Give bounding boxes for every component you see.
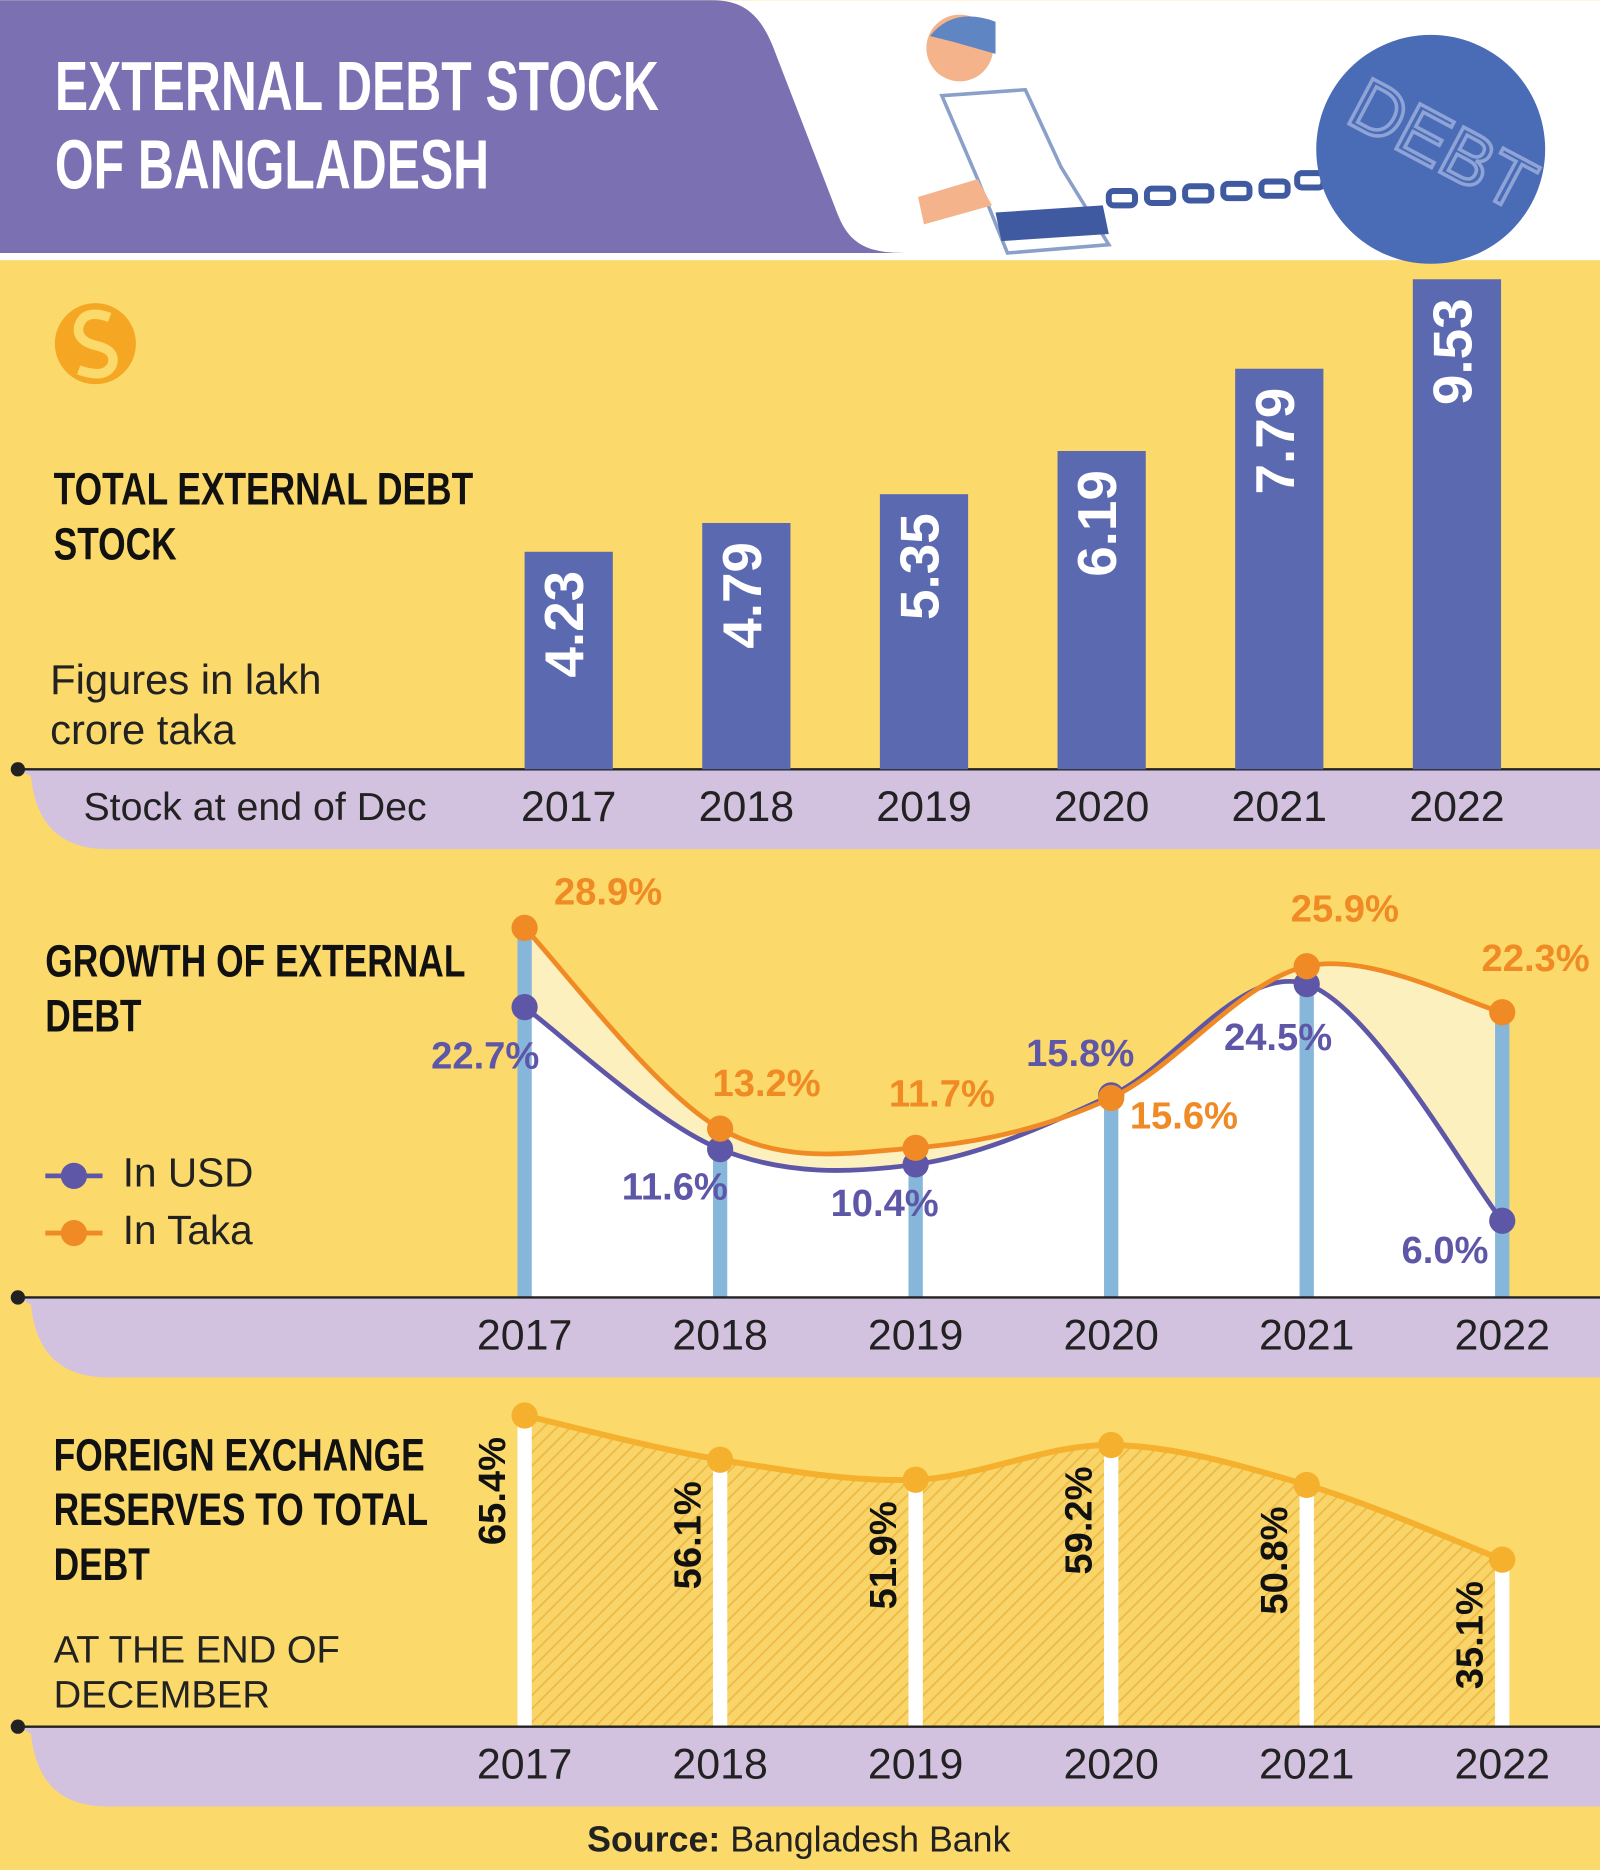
axis-dot: [10, 1719, 26, 1734]
chart-subtitle-box: AT THE END OF DECEMBER: [53, 1627, 340, 1716]
bar-label: 6.19: [1066, 470, 1128, 577]
title-box: EXTERNAL DEBT STOCK OF BANGLADESH: [54, 47, 659, 205]
axis-dot: [10, 1290, 26, 1305]
x-tick-label: 2017: [521, 783, 616, 831]
page-title: EXTERNAL DEBT STOCK OF BANGLADESH: [54, 47, 659, 205]
x-tick-label: 2018: [672, 1311, 767, 1359]
x-tick-label: 2020: [1063, 1311, 1158, 1359]
bar-label: 4.23: [533, 571, 595, 678]
point: [511, 914, 538, 941]
logo: [54, 303, 136, 385]
x-tick-label: 2022: [1455, 1311, 1550, 1359]
point: [511, 994, 538, 1021]
x-tick-label: 2019: [876, 783, 971, 831]
axis-band: [17, 1726, 1600, 1807]
legend-label: In USD: [123, 1150, 254, 1196]
chart-subtitle: AT THE END OF DECEMBER: [53, 1627, 340, 1716]
chart-title-box: GROWTH OF EXTERNAL DEBT: [45, 937, 465, 1043]
source-text: Bangladesh Bank: [730, 1820, 1010, 1860]
point: [1098, 1431, 1125, 1459]
legend-marker: [60, 1162, 88, 1189]
value-label: 65.4%: [471, 1437, 514, 1545]
bar: [1412, 279, 1502, 770]
x-tick-label: 2018: [699, 783, 794, 831]
chart-subtitle: Figures in lakh crore taka: [50, 657, 322, 754]
point: [707, 1115, 734, 1142]
point: [1293, 953, 1320, 980]
value-label: 15.8%: [1026, 1032, 1134, 1075]
bar-label: 9.53: [1421, 298, 1483, 405]
point: [707, 1446, 734, 1473]
point: [511, 1402, 538, 1429]
axis-dot: [10, 762, 26, 777]
value-label: 59.2%: [1057, 1466, 1100, 1574]
series-line: [523, 1412, 1504, 1563]
value-label: 56.1%: [666, 1481, 709, 1589]
bar-label: 5.35: [888, 513, 950, 620]
point: [1293, 1471, 1320, 1499]
chart-title: GROWTH OF EXTERNAL DEBT: [45, 937, 465, 1043]
value-label: 22.3%: [1482, 937, 1590, 980]
bar-label: 7.79: [1244, 388, 1306, 495]
x-tick-label: 2020: [1063, 1741, 1158, 1789]
x-tick-label: 2017: [477, 1741, 572, 1789]
value-label: 51.9%: [862, 1501, 905, 1609]
x-tick-label: 2018: [672, 1741, 767, 1789]
value-label: 22.7%: [431, 1034, 539, 1077]
chart-title-box: TOTAL EXTERNAL DEBT STOCK: [53, 465, 474, 571]
bar: [1057, 450, 1146, 770]
x-tick-label: 2022: [1455, 1741, 1550, 1789]
value-label: 50.8%: [1253, 1506, 1296, 1614]
x-tick-label: 2021: [1232, 783, 1327, 831]
series-line: [522, 926, 1503, 1157]
point: [1489, 1207, 1516, 1234]
source: Source: Bangladesh Bank: [587, 1820, 1010, 1860]
axis-band: [17, 769, 1600, 850]
bar: [1235, 368, 1324, 770]
chart-title: FOREIGN EXCHANGE RESERVES TO TOTAL DEBT: [53, 1430, 428, 1591]
header-band: [0, 0, 907, 254]
x-tick-label: 2019: [868, 1741, 963, 1789]
point: [1489, 1546, 1516, 1573]
value-label: 35.1%: [1449, 1581, 1492, 1689]
value-label: 28.9%: [554, 871, 662, 914]
value-label: 25.9%: [1291, 887, 1399, 930]
x-axis-label: Stock at end of Dec: [83, 785, 426, 829]
bar-label: 4.79: [711, 542, 773, 649]
illustration: DEBT: [918, 14, 1551, 264]
point: [707, 1135, 734, 1163]
x-tick-label: 2022: [1409, 783, 1504, 831]
value-label: 15.6%: [1130, 1094, 1238, 1137]
bar: [702, 522, 791, 770]
point: [1489, 999, 1516, 1026]
chart-subtitle-box: Figures in lakh crore taka: [50, 657, 322, 754]
bar: [524, 551, 613, 770]
bar: [879, 494, 969, 770]
x-tick-label: 2021: [1259, 1741, 1354, 1789]
chart-title-box: FOREIGN EXCHANGE RESERVES TO TOTAL DEBT: [53, 1430, 428, 1591]
x-tick-label: 2020: [1054, 783, 1149, 831]
legend-label: In Taka: [123, 1207, 253, 1253]
point: [902, 1466, 929, 1493]
value-label: 24.5%: [1224, 1016, 1332, 1059]
value-label: 6.0%: [1402, 1229, 1489, 1272]
area: [524, 1415, 1503, 1727]
value-label: 11.7%: [889, 1073, 995, 1116]
x-tick-label: 2021: [1259, 1311, 1354, 1359]
chart-title: TOTAL EXTERNAL DEBT STOCK: [53, 465, 474, 571]
x-tick-label: 2019: [868, 1311, 963, 1359]
axis-band: [17, 1297, 1600, 1378]
value-label: 11.6%: [622, 1166, 728, 1209]
source-label: Source:: [587, 1820, 720, 1860]
value-label: 10.4%: [831, 1182, 939, 1225]
point: [902, 1134, 929, 1161]
x-tick-label: 2017: [477, 1311, 572, 1359]
value-label: 13.2%: [713, 1062, 821, 1105]
legend-marker: [60, 1219, 88, 1247]
point: [1098, 1084, 1125, 1112]
